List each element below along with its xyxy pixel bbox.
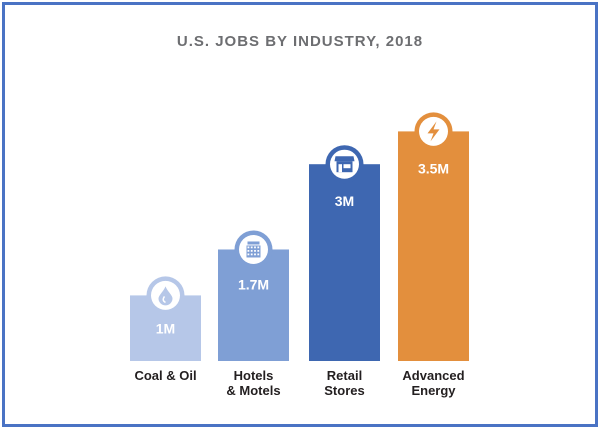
category-label: Advanced (402, 368, 464, 383)
chart-title: U.S. JOBS BY INDUSTRY, 2018 (176, 33, 424, 50)
category-label: Coal & Oil (134, 368, 196, 383)
data-label: 3M (335, 193, 354, 209)
category-label: Stores (324, 383, 364, 398)
bar (309, 164, 380, 361)
bar-group: 1.7M Hotels& Motels (218, 230, 289, 398)
category-label: & Motels (226, 383, 280, 398)
data-label: 1M (156, 320, 175, 336)
data-label: 1.7M (238, 276, 269, 292)
hotel-icon (234, 230, 273, 269)
category-label: Energy (411, 383, 456, 398)
store-icon (325, 145, 364, 184)
category-label: Hotels (234, 368, 274, 383)
bar-group: 1M Coal & Oil (130, 276, 201, 383)
oil-drop-icon (146, 276, 185, 315)
data-label: 3.5M (418, 160, 449, 176)
lightning-icon (414, 112, 453, 151)
category-label: Retail (327, 368, 362, 383)
bar (398, 131, 469, 361)
